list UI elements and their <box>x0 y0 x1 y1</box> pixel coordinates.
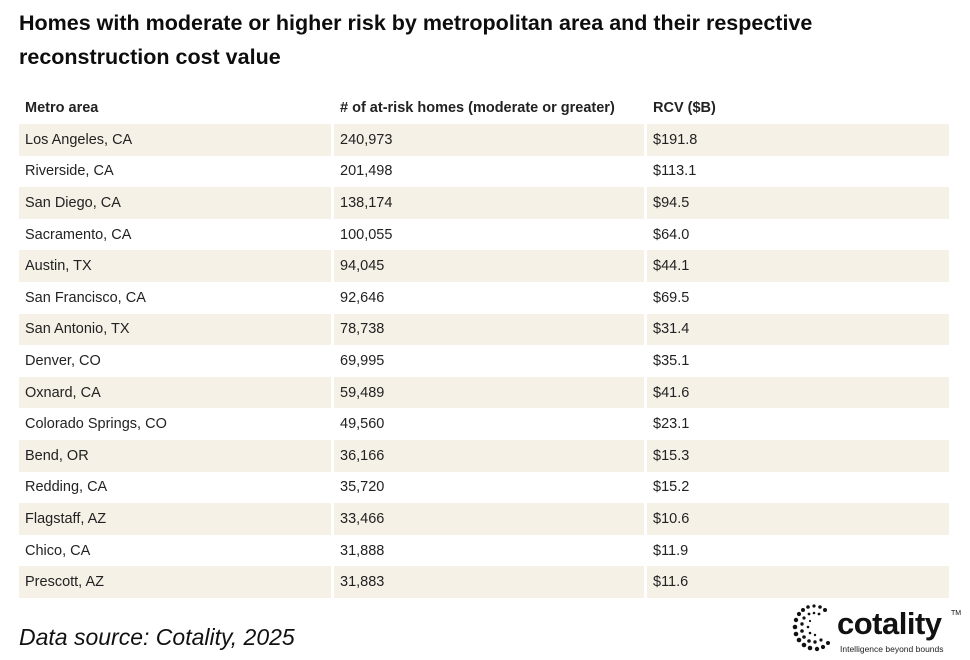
table-row: Oxnard, CA 59,489 $41.6 <box>19 376 949 409</box>
metro-cell: Chico, CA <box>25 542 91 559</box>
table-row: Los Angeles, CA 240,973 $191.8 <box>19 124 949 156</box>
table-row: Bend, OR 36,166 $15.3 <box>19 439 949 472</box>
rcv-cell: $35.1 <box>653 352 690 369</box>
data-source-note: Data source: Cotality, 2025 <box>19 624 295 650</box>
table-row: Chico, CA 31,888 $11.9 <box>19 535 949 567</box>
rcv-cell: $10.6 <box>647 503 949 535</box>
metro-cell: Denver, CO <box>25 352 101 369</box>
rcv-cell: $11.6 <box>647 566 949 598</box>
logo-tagline: Intelligence beyond bounds <box>840 644 944 654</box>
rcv-cell: $11.9 <box>653 542 689 559</box>
metro-cell: Flagstaff, AZ <box>19 503 331 535</box>
metro-cell: San Diego, CA <box>19 187 331 219</box>
metro-cell: Riverside, CA <box>25 163 114 180</box>
table-row: Flagstaff, AZ 33,466 $10.6 <box>19 503 949 535</box>
table-row: San Diego, CA 138,174 $94.5 <box>19 187 949 219</box>
metro-cell: Colorado Springs, CO <box>25 416 167 433</box>
at-risk-homes-cell: 201,498 <box>340 163 393 180</box>
rcv-cell: $191.8 <box>647 124 949 156</box>
table-row: Austin, TX 94,045 $44.1 <box>19 250 949 282</box>
at-risk-homes-cell: 78,738 <box>334 313 644 346</box>
rcv-cell: $15.3 <box>647 439 949 472</box>
table-row: Riverside, CA 201,498 $113.1 <box>19 156 949 188</box>
rcv-cell: $31.4 <box>647 313 949 346</box>
at-risk-homes-cell: 94,045 <box>334 250 644 282</box>
at-risk-homes-cell: 31,883 <box>334 566 644 598</box>
rcv-cell: $94.5 <box>647 187 949 219</box>
at-risk-homes-cell: 31,888 <box>340 542 385 559</box>
at-risk-homes-cell: 33,466 <box>334 503 644 535</box>
table-row: Sacramento, CA 100,055 $64.0 <box>19 219 949 251</box>
table-body: Los Angeles, CA 240,973 $191.8 Riverside, C… <box>19 124 949 598</box>
header-row: Metro area # of at-risk homes (moderate … <box>19 92 949 124</box>
at-risk-homes-cell: 240,973 <box>334 124 644 156</box>
rcv-cell: $15.2 <box>653 479 690 496</box>
metro-cell: Oxnard, CA <box>19 376 331 409</box>
at-risk-homes-cell: 59,489 <box>334 376 644 409</box>
table-row: San Francisco, CA 92,646 $69.5 <box>19 282 949 314</box>
rcv-cell: $41.6 <box>647 376 949 409</box>
metro-cell: Sacramento, CA <box>25 226 132 243</box>
logo-trademark: TM <box>951 610 962 617</box>
column-header-homes: # of at-risk homes (moderate or greater) <box>340 100 615 116</box>
rcv-cell: $69.5 <box>653 289 690 306</box>
table-row: San Antonio, TX 78,738 $31.4 <box>19 313 949 346</box>
metro-cell: San Francisco, CA <box>25 289 146 306</box>
table-row: Denver, CO 69,995 $35.1 <box>19 345 949 377</box>
chart-title: Homes with moderate or higher risk by me… <box>19 11 813 69</box>
at-risk-homes-cell: 100,055 <box>340 226 393 243</box>
column-header-rcv: RCV ($B) <box>653 100 716 116</box>
table-row: Redding, CA 35,720 $15.2 <box>19 472 949 504</box>
at-risk-homes-cell: 36,166 <box>334 439 644 472</box>
rcv-cell: $44.1 <box>647 250 949 282</box>
rcv-cell: $23.1 <box>653 416 690 433</box>
at-risk-homes-cell: 49,560 <box>340 416 385 433</box>
metro-cell: San Antonio, TX <box>19 313 331 346</box>
at-risk-homes-cell: 35,720 <box>340 479 385 496</box>
column-header-metro: Metro area <box>25 100 99 116</box>
at-risk-homes-cell: 138,174 <box>334 187 644 219</box>
logo-mark-icon <box>792 604 830 652</box>
cotality-logo: cotality TM Intelligence beyond bounds <box>792 598 962 658</box>
rcv-cell: $64.0 <box>653 226 690 243</box>
risk-table: Metro area # of at-risk homes (moderate … <box>16 92 952 598</box>
at-risk-homes-cell: 69,995 <box>340 352 385 369</box>
table-row: Prescott, AZ 31,883 $11.6 <box>19 566 949 598</box>
metro-cell: Los Angeles, CA <box>19 124 331 156</box>
rcv-cell: $113.1 <box>653 163 697 180</box>
table-row: Colorado Springs, CO 49,560 $23.1 <box>19 408 949 440</box>
at-risk-homes-cell: 92,646 <box>340 289 385 306</box>
metro-cell: Redding, CA <box>25 479 108 496</box>
logo-wordmark: cotality <box>837 606 942 641</box>
metro-cell: Prescott, AZ <box>19 566 331 598</box>
metro-cell: Austin, TX <box>19 250 331 282</box>
metro-cell: Bend, OR <box>19 439 331 472</box>
